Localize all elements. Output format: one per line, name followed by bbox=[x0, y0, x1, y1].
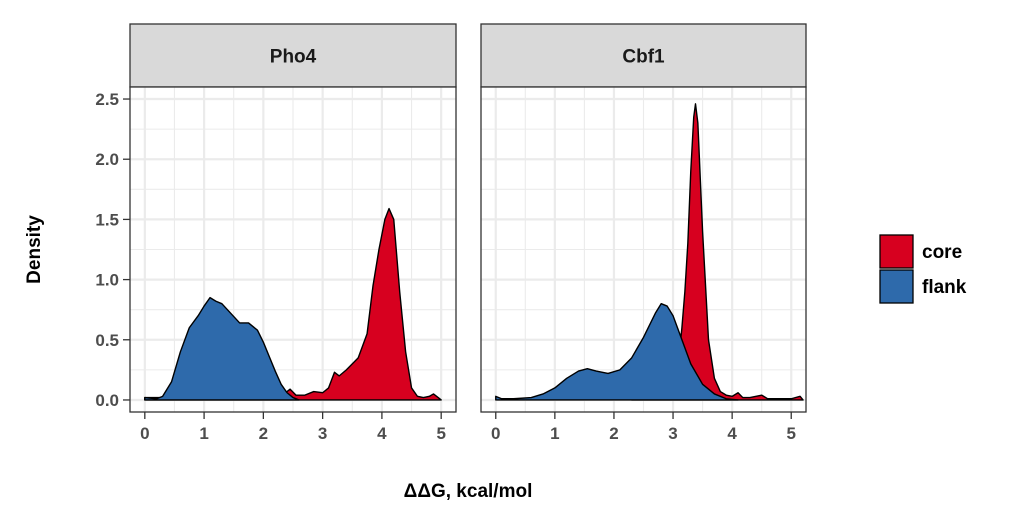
x-tick-label: 0 bbox=[491, 424, 500, 443]
x-tick-label: 0 bbox=[140, 424, 149, 443]
panel-border bbox=[129, 86, 457, 413]
y-tick-label: 0.5 bbox=[95, 331, 119, 350]
x-axis: 0 1 2 3 4 5 bbox=[140, 412, 446, 443]
x-tick-label: 2 bbox=[259, 424, 268, 443]
facet-panels: Pho4 0 1 2 3 4 5 0.0 0.5 1.0 1.5 2.0 2.5 Cbf1 0 1 2 3 4 5 bbox=[95, 23, 807, 443]
legend-label: core bbox=[922, 242, 962, 263]
x-tick-label: 3 bbox=[318, 424, 327, 443]
y-axis: 0.0 0.5 1.0 1.5 2.0 2.5 bbox=[95, 90, 130, 410]
facet-strip-label: Cbf1 bbox=[622, 47, 665, 68]
x-tick-label: 5 bbox=[786, 424, 795, 443]
facet-strip-label: Pho4 bbox=[270, 47, 317, 68]
density-area-flank bbox=[495, 302, 739, 401]
x-tick-label: 5 bbox=[436, 424, 445, 443]
x-tick-label: 2 bbox=[609, 424, 618, 443]
legend-label: flank bbox=[922, 277, 967, 298]
x-tick-label: 4 bbox=[377, 424, 387, 443]
x-tick-label: 1 bbox=[550, 424, 559, 443]
density-areas bbox=[495, 103, 804, 401]
x-axis: 0 1 2 3 4 5 bbox=[491, 412, 796, 443]
density-area-flank bbox=[144, 296, 300, 401]
panel-border bbox=[480, 86, 807, 413]
facet-strip bbox=[480, 23, 807, 88]
legend-key bbox=[879, 234, 914, 269]
x-tick-label: 3 bbox=[668, 424, 677, 443]
y-tick-label: 2.0 bbox=[95, 150, 119, 169]
legend-item-core: core bbox=[879, 234, 962, 269]
axis-titles: ΔΔG, kcal/mol Density bbox=[24, 215, 532, 502]
y-tick-label: 1.5 bbox=[95, 210, 119, 229]
legend: core flank bbox=[879, 234, 967, 304]
legend-item-flank: flank bbox=[879, 269, 967, 304]
panel-cbf1: Cbf1 0 1 2 3 4 5 bbox=[480, 23, 807, 443]
y-tick-label: 0.0 bbox=[95, 391, 119, 410]
x-axis-title: ΔΔG, kcal/mol bbox=[404, 481, 533, 502]
x-tick-label: 4 bbox=[727, 424, 737, 443]
y-axis-title: Density bbox=[24, 215, 45, 284]
density-areas bbox=[144, 207, 442, 401]
legend-key bbox=[879, 269, 914, 304]
y-tick-label: 2.5 bbox=[95, 90, 119, 109]
y-tick-label: 1.0 bbox=[95, 271, 119, 290]
x-tick-label: 1 bbox=[199, 424, 208, 443]
facet-strip bbox=[129, 23, 457, 88]
panel-pho4: Pho4 0 1 2 3 4 5 0.0 0.5 1.0 1.5 2.0 2.5 bbox=[95, 23, 457, 443]
